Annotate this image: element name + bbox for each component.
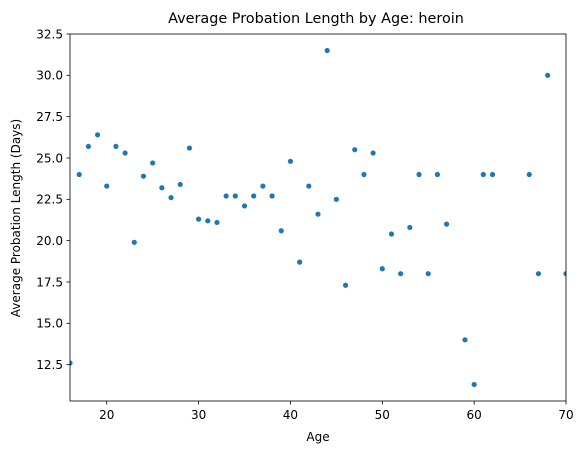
data-point (177, 181, 183, 188)
data-point (416, 171, 422, 178)
data-point (251, 193, 257, 199)
data-point (545, 72, 551, 78)
y-tick-label: 20.0 (36, 234, 63, 248)
y-tick-label: 25.0 (36, 151, 63, 165)
data-point (122, 150, 128, 156)
data-point (214, 219, 220, 226)
y-tick-label: 12.5 (36, 358, 63, 372)
x-axis-label: Age (306, 430, 329, 444)
data-point (205, 218, 211, 224)
y-tick-label: 30.0 (36, 69, 63, 83)
x-tick-label: 20 (99, 408, 114, 422)
y-tick-label: 22.5 (36, 193, 63, 207)
data-point (324, 47, 330, 54)
data-point (140, 173, 147, 179)
data-point (388, 231, 395, 237)
x-axis-ticks: 20 30 40 50 60 70 (99, 401, 574, 422)
y-tick-label: 17.5 (36, 275, 63, 289)
data-point (342, 282, 349, 288)
data-point (195, 216, 202, 222)
y-tick-label: 27.5 (36, 110, 63, 124)
data-point (471, 381, 477, 388)
data-points (70, 47, 566, 388)
data-point (425, 271, 431, 277)
data-point (159, 185, 165, 191)
data-point (76, 171, 82, 178)
data-point (297, 259, 303, 265)
data-point (287, 158, 294, 164)
data-point (489, 171, 496, 178)
data-point (85, 143, 91, 150)
data-point (333, 196, 339, 202)
data-point (223, 193, 229, 199)
x-tick-label: 40 (283, 408, 298, 422)
data-point (480, 171, 486, 178)
data-point (398, 271, 404, 277)
data-point (278, 228, 284, 234)
data-point (563, 271, 566, 277)
data-point (104, 183, 110, 189)
plot-frame (69, 33, 567, 402)
x-tick-label: 70 (558, 408, 573, 422)
data-point (526, 171, 532, 178)
data-point (306, 183, 312, 189)
data-point (70, 360, 73, 366)
y-axis-label: Average Probation Length (Days) (9, 119, 23, 317)
data-point (269, 193, 275, 199)
data-point (186, 145, 193, 151)
data-point (94, 132, 101, 138)
x-tick-label: 50 (375, 408, 390, 422)
data-point (232, 193, 238, 199)
y-tick-label: 32.5 (36, 27, 63, 41)
data-point (131, 239, 137, 245)
data-point (260, 183, 266, 189)
x-tick-label: 60 (467, 408, 482, 422)
data-point (434, 171, 441, 178)
data-point (443, 221, 450, 227)
data-point (535, 271, 542, 277)
data-point (361, 171, 367, 178)
chart-title: Average Probation Length by Age: heroin (168, 11, 464, 27)
y-axis-ticks: 12.5 15.0 17.5 20.0 22.5 25.0 27.5 30.0 32.5 (36, 27, 70, 372)
data-point (168, 195, 174, 201)
data-point (352, 147, 358, 153)
data-point (462, 337, 468, 343)
y-tick-label: 15.0 (36, 317, 63, 331)
data-point (241, 203, 248, 209)
data-point (113, 143, 119, 150)
data-point (407, 224, 413, 231)
data-point (150, 160, 156, 166)
data-point (379, 266, 385, 272)
data-point (315, 211, 321, 217)
data-point (370, 150, 376, 156)
x-tick-label: 30 (191, 408, 206, 422)
